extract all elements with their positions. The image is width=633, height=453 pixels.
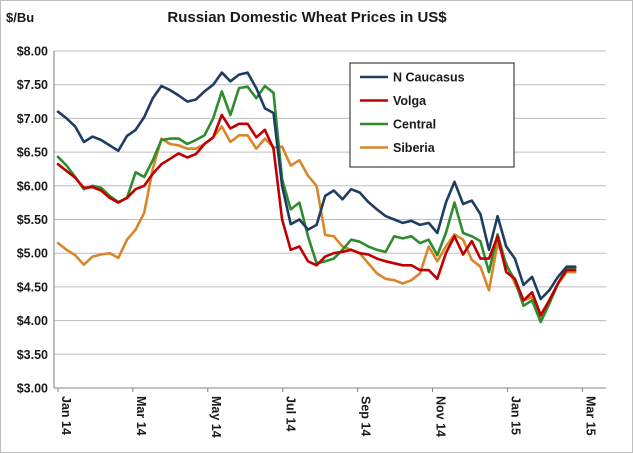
legend-label: Siberia xyxy=(393,141,436,155)
y-tick-label: $4.50 xyxy=(17,280,48,294)
x-tick-group: Jul 14 xyxy=(284,396,298,431)
y-tick-label: $3.50 xyxy=(17,348,48,362)
chart-title: Russian Domestic Wheat Prices in US$ xyxy=(167,9,447,26)
legend-label: N Caucasus xyxy=(393,71,465,85)
x-axis-ticks: Jan 14 Mar 14 May 14 Jul 14 Sep 14 Nov 14 Jan … xyxy=(57,388,597,438)
series-line-siberia xyxy=(56,125,577,319)
y-axis-unit-label: $/Bu xyxy=(6,10,34,25)
x-tick-label: Mar 15 xyxy=(583,396,597,436)
y-tick-label: $7.50 xyxy=(17,78,48,92)
x-tick-label: May 14 xyxy=(209,396,223,438)
legend-label: Central xyxy=(393,118,436,132)
series-lines xyxy=(56,71,577,324)
x-tick-label: Jul 14 xyxy=(284,396,298,431)
series-line-volga xyxy=(56,113,577,317)
y-tick-label: $7.00 xyxy=(17,112,48,126)
x-tick-group: Jan 14 xyxy=(59,396,73,435)
x-tick-group: Mar 14 xyxy=(134,396,148,436)
x-tick-label: Sep 14 xyxy=(359,396,373,436)
x-tick-label: Mar 14 xyxy=(134,396,148,436)
y-tick-label: $8.00 xyxy=(17,45,48,59)
y-tick-label: $4.00 xyxy=(17,314,48,328)
x-tick-group: May 14 xyxy=(209,396,223,438)
x-tick-group: Jan 15 xyxy=(508,396,522,435)
x-tick-label: Jan 15 xyxy=(508,396,522,435)
legend: N Caucasus Volga Central Siberia xyxy=(349,62,515,168)
y-axis-ticks: $3.00 $3.50 $4.00 $4.50 $5.00 $5.50 $6.00 $6.50… xyxy=(17,45,48,396)
y-tick-label: $6.50 xyxy=(17,146,48,160)
x-tick-group: Mar 15 xyxy=(583,396,597,436)
legend-box xyxy=(349,62,515,168)
x-tick-label: Nov 14 xyxy=(434,396,448,437)
x-tick-group: Sep 14 xyxy=(359,396,373,436)
series-line-central xyxy=(56,84,577,324)
legend-label: Volga xyxy=(393,94,427,108)
y-tick-label: $3.00 xyxy=(17,382,48,396)
y-tick-label: $6.00 xyxy=(17,179,48,193)
x-tick-group: Nov 14 xyxy=(434,396,448,437)
y-tick-label: $5.00 xyxy=(17,247,48,261)
x-tick-label: Jan 14 xyxy=(59,396,73,435)
series-line-n-caucasus xyxy=(56,71,577,301)
y-tick-label: $5.50 xyxy=(17,213,48,227)
